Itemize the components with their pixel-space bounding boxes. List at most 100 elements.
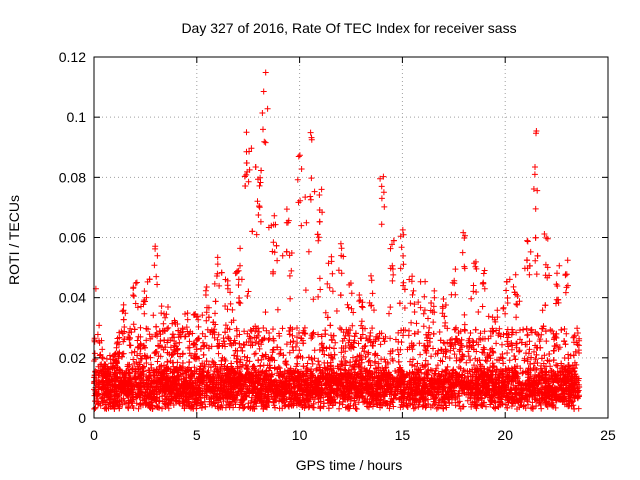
data-point — [165, 324, 172, 331]
data-point — [320, 344, 327, 351]
data-point — [260, 325, 267, 331]
data-point — [279, 325, 286, 332]
data-point — [233, 355, 240, 362]
data-point — [241, 353, 248, 360]
data-point — [247, 327, 254, 333]
data-point — [510, 283, 517, 290]
data-point — [97, 402, 104, 409]
data-point — [311, 188, 318, 195]
data-point — [425, 315, 431, 322]
data-point — [241, 328, 248, 335]
data-point — [276, 330, 282, 337]
data-point — [130, 356, 137, 363]
data-point — [186, 338, 193, 345]
data-point — [97, 361, 104, 368]
data-point — [446, 355, 453, 362]
data-point — [283, 375, 290, 382]
data-point — [256, 345, 263, 352]
data-point — [215, 399, 222, 406]
data-point — [450, 345, 457, 352]
data-point — [454, 374, 461, 380]
data-point — [130, 321, 137, 328]
data-point — [463, 359, 470, 366]
data-point — [91, 335, 98, 342]
data-point — [431, 401, 438, 408]
data-point — [427, 367, 434, 373]
data-point — [179, 370, 186, 377]
data-point — [378, 356, 385, 363]
data-point — [283, 341, 290, 348]
data-point — [200, 339, 206, 346]
data-point — [319, 340, 325, 347]
data-point — [550, 403, 557, 410]
data-point — [271, 365, 278, 372]
data-point — [406, 327, 412, 334]
data-point — [513, 344, 520, 351]
data-point — [287, 339, 294, 346]
data-point — [188, 352, 195, 359]
data-point — [359, 331, 366, 338]
data-point — [485, 313, 492, 320]
data-point — [308, 366, 315, 373]
data-point — [465, 348, 472, 355]
data-point — [410, 405, 417, 412]
data-point — [245, 385, 251, 392]
data-point — [315, 293, 322, 300]
data-point — [266, 330, 273, 336]
data-point — [533, 403, 540, 409]
data-point — [471, 362, 477, 369]
data-point — [157, 353, 164, 360]
data-point — [276, 405, 283, 412]
data-point — [459, 403, 466, 410]
data-point — [159, 405, 165, 412]
data-point — [240, 341, 247, 348]
data-point — [274, 257, 281, 264]
data-point — [398, 380, 405, 387]
data-point — [409, 369, 416, 375]
data-point — [526, 271, 533, 278]
data-point — [561, 355, 568, 361]
data-point — [147, 335, 154, 342]
data-point — [185, 331, 192, 338]
data-point — [316, 275, 323, 282]
data-point — [539, 325, 546, 332]
data-point — [237, 262, 243, 269]
data-point — [234, 327, 240, 334]
data-point — [524, 368, 531, 374]
data-point — [482, 357, 489, 364]
data-point — [99, 379, 106, 386]
data-point — [460, 367, 467, 374]
data-point — [303, 219, 310, 226]
data-point — [226, 326, 233, 333]
data-point — [431, 395, 438, 402]
data-point — [170, 402, 177, 408]
data-point — [506, 367, 513, 374]
data-point — [483, 403, 489, 410]
data-point — [91, 350, 98, 357]
data-point — [145, 367, 152, 374]
data-point — [356, 352, 363, 359]
data-point — [224, 402, 231, 408]
data-point — [517, 336, 523, 343]
data-point — [416, 340, 423, 347]
data-point — [555, 346, 562, 352]
data-point — [504, 372, 511, 379]
data-point — [515, 390, 522, 397]
data-point — [440, 405, 447, 412]
data-point — [309, 333, 316, 340]
data-point — [351, 364, 358, 371]
data-point — [345, 330, 352, 337]
data-point — [296, 347, 303, 354]
data-point — [317, 286, 324, 293]
data-point — [265, 336, 272, 343]
data-point — [253, 231, 260, 238]
data-point — [252, 339, 259, 346]
data-point — [400, 332, 407, 339]
data-point — [524, 331, 531, 338]
data-point — [294, 340, 301, 346]
data-point — [513, 314, 520, 321]
data-point — [467, 330, 474, 336]
data-point — [536, 338, 543, 345]
data-point — [389, 356, 396, 362]
